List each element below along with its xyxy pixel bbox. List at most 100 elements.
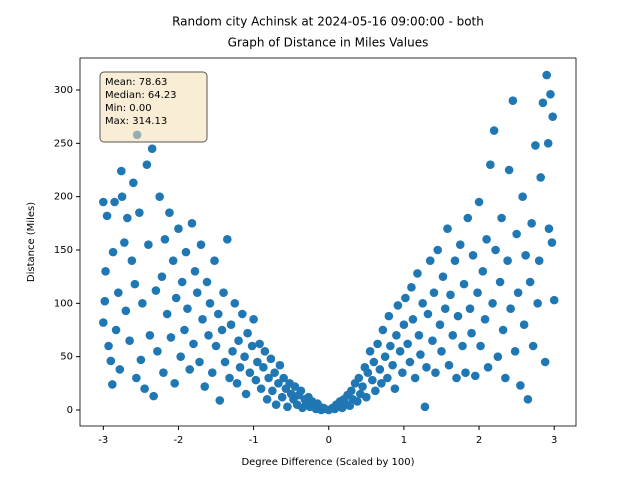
scatter-point: [149, 391, 158, 401]
scatter-point: [435, 320, 445, 329]
scatter-point: [543, 139, 553, 148]
scatter-point: [476, 341, 485, 351]
scatter-point: [383, 373, 392, 383]
scatter-point: [516, 381, 525, 390]
scatter-point: [407, 283, 416, 292]
scatter-point: [467, 328, 476, 338]
scatter-point: [100, 296, 110, 306]
scatter-point: [174, 224, 183, 233]
scatter-point: [145, 331, 155, 340]
scatter-point: [392, 331, 401, 340]
scatter-point: [405, 357, 415, 367]
scatter-point: [211, 341, 221, 351]
scatter-point: [101, 267, 110, 276]
scatter-point: [220, 357, 230, 367]
scatter-point: [290, 382, 300, 391]
scatter-point: [177, 277, 187, 287]
scatter-point: [482, 235, 491, 244]
scatter-point: [453, 311, 463, 321]
scatter-point: [410, 373, 420, 383]
scatter-point: [192, 288, 202, 297]
stats-box: [99, 71, 208, 143]
scatter-point: [153, 347, 162, 356]
scatter-point: [120, 238, 129, 247]
scatter-point: [548, 112, 558, 121]
stats-text: Min: 0.00: [105, 103, 152, 114]
scatter-point: [418, 299, 427, 308]
scatter-point: [362, 392, 371, 402]
y-axis-label: Distance (Miles): [26, 202, 37, 282]
scatter-point: [180, 325, 189, 335]
scatter-point: [542, 70, 551, 80]
scatter-point: [368, 375, 377, 385]
scatter-point: [117, 192, 127, 201]
scatter-point: [423, 309, 433, 319]
scatter-point: [104, 341, 113, 351]
scatter-point: [225, 373, 234, 383]
scatter-point: [483, 363, 493, 372]
x-axis-label: Degree Difference (Scaled by 100): [241, 457, 414, 468]
scatter-point: [450, 256, 460, 265]
scatter-point: [519, 320, 529, 329]
scatter-point: [110, 197, 119, 207]
scatter-point: [190, 267, 200, 276]
scatter-point: [264, 373, 273, 383]
scatter-point: [213, 309, 223, 319]
y-tick-label: 250: [54, 138, 73, 149]
scatter-point: [437, 347, 446, 356]
scatter-point: [115, 365, 125, 374]
scatter-point: [183, 304, 192, 313]
scatter-point: [446, 290, 455, 300]
scatter-point: [365, 347, 375, 356]
scatter-point: [219, 288, 228, 297]
scatter-point: [429, 288, 439, 297]
stats-text: Mean: 78.63: [105, 77, 167, 88]
scatter-point: [136, 355, 146, 365]
scatter-point: [132, 373, 141, 383]
scatter-point: [393, 301, 403, 310]
scatter-point: [503, 256, 512, 265]
scatter-point: [127, 256, 137, 265]
scatter-point: [259, 363, 268, 372]
scatter-point: [438, 272, 448, 281]
scatter-point: [428, 336, 437, 345]
scatter-point: [170, 379, 179, 388]
scatter-point: [443, 224, 452, 233]
scatter-point: [138, 299, 147, 308]
scatter-point: [157, 272, 167, 281]
scatter-point: [369, 357, 379, 367]
scatter-point: [346, 386, 356, 396]
scatter-point: [125, 336, 134, 345]
scatter-point: [463, 213, 473, 223]
y-tick-label: 200: [54, 192, 73, 203]
scatter-point: [228, 347, 237, 356]
scatter-point: [147, 144, 157, 153]
scatter-point: [489, 126, 499, 135]
x-tick-label: -2: [173, 435, 183, 446]
scatter-point: [181, 247, 191, 257]
scatter-point: [528, 341, 538, 351]
scatter-point: [106, 356, 116, 366]
scatter-point: [266, 354, 276, 364]
scatter-point: [187, 219, 197, 228]
scatter-point: [232, 379, 242, 388]
scatter-point: [205, 299, 215, 308]
scatter-point: [380, 352, 390, 361]
scatter-point: [200, 382, 210, 391]
scatter-point: [168, 256, 178, 265]
scatter-point: [345, 401, 355, 411]
scatter-point: [495, 277, 505, 287]
scatter-point: [234, 336, 243, 345]
scatter-point: [260, 347, 270, 356]
stats-text: Median: 64.23: [105, 90, 177, 101]
x-tick-label: 0: [326, 435, 332, 446]
scatter-point: [129, 178, 138, 188]
scatter-point: [176, 352, 186, 361]
scatter-point: [375, 365, 385, 374]
chart-subtitle: Graph of Distance in Miles Values: [228, 36, 429, 50]
scatter-point: [398, 368, 407, 377]
scatter-point: [488, 299, 497, 308]
scatter-point: [458, 341, 467, 351]
scatter-point: [241, 389, 251, 399]
